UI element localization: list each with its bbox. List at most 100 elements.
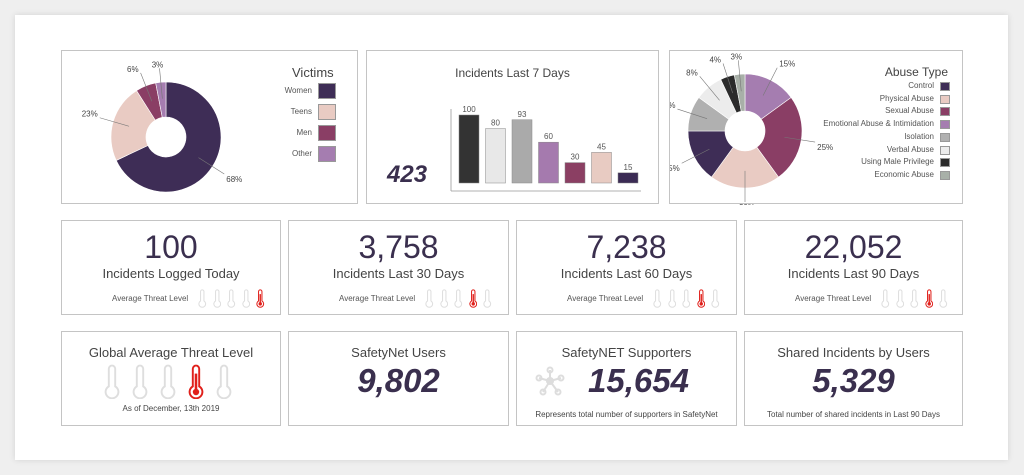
thermometer-icon [160, 364, 176, 400]
abuse-legend-title: Abuse Type [884, 65, 948, 79]
stat-card: 100 Incidents Logged Today Average Threa… [61, 220, 281, 315]
legend-swatch [318, 125, 336, 141]
legend-label: Economic Abuse [874, 169, 934, 179]
stat-value: 22,052 [804, 229, 903, 265]
pie-leader-line [140, 72, 153, 102]
shared-incidents-card: Shared Incidents by Users 5,329 Total nu… [744, 331, 963, 426]
shared-title: Shared Incidents by Users [777, 345, 930, 360]
legend-swatch [318, 83, 336, 99]
legend-label: Isolation [904, 131, 934, 141]
legend-swatch [940, 132, 950, 142]
pie-slice [115, 81, 222, 193]
bar [538, 141, 559, 184]
pie-value-label: 3% [152, 60, 164, 69]
stat-card: 22,052 Incidents Last 90 Days Average Th… [744, 220, 963, 315]
threat-label: Average Threat Level [567, 293, 644, 303]
legend-label: Women [284, 86, 312, 95]
bar [591, 152, 612, 184]
thermometer-icon [216, 364, 232, 400]
thermometer-icon [939, 289, 948, 308]
stat-label: Incidents Last 30 Days [332, 266, 465, 281]
stat-label: Incidents Last 60 Days [560, 266, 693, 281]
pie-value-label: 25% [817, 143, 833, 152]
thermometer-icon [440, 289, 448, 308]
thermometer-icon [198, 289, 207, 308]
stat-value: 7,238 [586, 229, 667, 265]
legend-label: Verbal Abuse [886, 144, 934, 154]
threat-label: Average Threat Level [112, 293, 189, 303]
network-icon [535, 366, 565, 396]
supporters-note: Represents total number of supporters in… [535, 410, 718, 419]
stat-label: Incidents Last 90 Days [787, 266, 920, 281]
threat-level-meter: Average Threat Level [339, 289, 492, 308]
thermometer-icon [483, 289, 492, 308]
abuse-type-donut-chart: 15% 25% 20% 15% 10% 8% 4% 3% [670, 52, 833, 205]
pie-leader-line [784, 136, 816, 143]
legend-label: Other [291, 149, 312, 158]
legend-label: Teens [290, 107, 312, 116]
victims-chart-card: 68% 23% 6% 3% Victims Women Teens Men Other [61, 50, 358, 204]
thermometer-icon [682, 289, 691, 308]
stat-value: 3,758 [358, 229, 439, 265]
threat-level-meter: Average Threat Level [567, 289, 720, 308]
thermometer-icon [454, 289, 463, 308]
pie-value-label: 4% [709, 55, 721, 64]
threat-level-meter: Average Threat Level [795, 289, 948, 308]
pie-value-label: 15% [779, 60, 795, 69]
pie-value-label: 15% [670, 164, 680, 173]
global-threat-date: As of December, 13th 2019 [122, 404, 220, 413]
victims-legend-title: Victims [292, 65, 334, 80]
incidents-7-days-card: Incidents Last 7 Days 423 100 80 93 60 30 45 1… [366, 50, 659, 204]
bar [458, 114, 480, 184]
bar-value-label: 30 [571, 153, 580, 162]
global-threat-card: Global Average Threat Level As of Decemb… [61, 331, 281, 426]
pie-slice [733, 73, 746, 112]
global-threat-meter [104, 364, 232, 400]
thermometer-icon [256, 289, 265, 308]
thermometer-icon [668, 289, 676, 308]
pie-value-label: 68% [226, 175, 242, 184]
pie-leader-line [762, 67, 778, 96]
abuse-type-chart-card: 15% 25% 20% 15% 10% 8% 4% 3% Abuse Type Control… [669, 50, 963, 205]
bar-value-label: 15 [624, 163, 633, 172]
thermometer-icon [711, 289, 720, 308]
thermometer-icon [242, 289, 250, 308]
legend-swatch [318, 146, 336, 162]
pie-slice [110, 90, 156, 161]
pie-slice [155, 81, 167, 118]
bar-value-label: 60 [544, 132, 553, 141]
thermometer-icon [188, 364, 204, 400]
legend-swatch [940, 145, 950, 155]
bar-value-label: 100 [462, 105, 476, 114]
threat-label: Average Threat Level [795, 293, 872, 303]
legend-label: Using Male Privilege [861, 157, 934, 167]
victims-donut-chart: 68% 23% 6% 3% [82, 60, 242, 193]
thermometer-icon [132, 364, 148, 400]
pie-leader-line [159, 68, 163, 99]
incidents-7-days-total: 423 [387, 161, 428, 188]
legend-swatch [940, 82, 950, 91]
users-title: SafetyNet Users [351, 345, 446, 360]
legend-swatch [940, 158, 950, 168]
global-threat-title: Global Average Threat Level [88, 345, 254, 360]
users-value: 9,802 [357, 362, 440, 399]
pie-leader-line [738, 60, 742, 92]
pie-value-label: 3% [731, 52, 743, 61]
supporters-title: SafetyNET Supporters [561, 345, 692, 360]
pie-leader-line [99, 117, 130, 127]
safetynet-users-card: SafetyNet Users 9,802 [288, 331, 509, 426]
threat-label: Average Threat Level [339, 293, 416, 303]
thermometer-icon [104, 364, 120, 400]
bar [564, 162, 586, 184]
thermometer-icon [896, 289, 904, 308]
thermometer-icon [925, 289, 933, 308]
legend-label: Physical Abuse [879, 93, 934, 103]
legend-swatch [940, 120, 950, 130]
pie-slice [711, 146, 779, 189]
pie-leader-line [699, 76, 720, 101]
thermometer-icon [425, 289, 434, 308]
threat-level-meter: Average Threat Level [112, 289, 265, 308]
pie-value-label: 8% [686, 68, 698, 77]
legend-label: Men [296, 128, 312, 137]
legend-swatch [940, 94, 950, 104]
